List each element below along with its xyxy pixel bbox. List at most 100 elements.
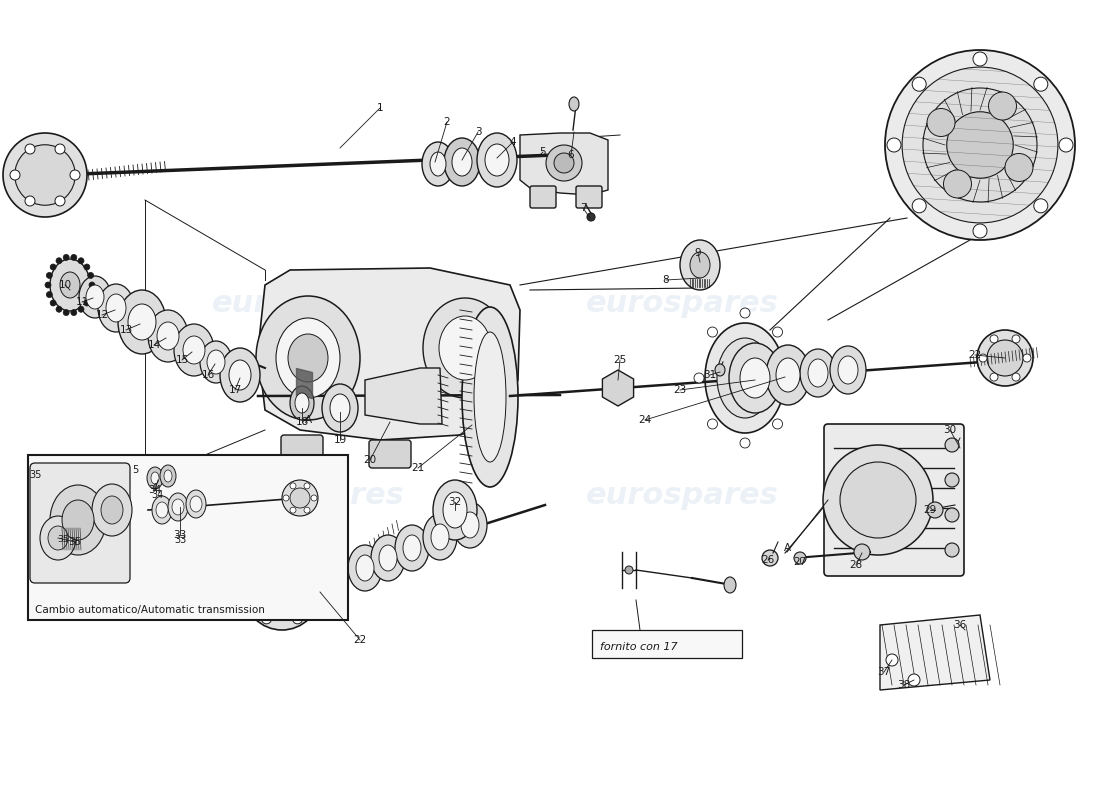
Ellipse shape <box>477 133 517 187</box>
Ellipse shape <box>422 142 454 186</box>
Text: 14: 14 <box>147 340 161 350</box>
Text: 25: 25 <box>614 355 627 365</box>
Ellipse shape <box>886 50 1075 240</box>
Text: Cambio automatico/Automatic transmission: Cambio automatico/Automatic transmission <box>35 605 265 615</box>
Ellipse shape <box>433 480 477 540</box>
Ellipse shape <box>50 485 106 555</box>
Ellipse shape <box>927 109 955 137</box>
Ellipse shape <box>288 334 328 382</box>
Text: 22: 22 <box>968 350 981 360</box>
Ellipse shape <box>229 360 251 390</box>
Text: 10: 10 <box>58 280 72 290</box>
Ellipse shape <box>717 338 773 418</box>
Ellipse shape <box>295 393 309 413</box>
Text: 8: 8 <box>662 275 669 285</box>
Ellipse shape <box>200 341 232 383</box>
Ellipse shape <box>88 291 94 298</box>
Ellipse shape <box>25 196 35 206</box>
FancyBboxPatch shape <box>368 440 411 468</box>
Ellipse shape <box>282 480 318 516</box>
Ellipse shape <box>461 512 478 538</box>
Ellipse shape <box>740 308 750 318</box>
Ellipse shape <box>1034 77 1048 91</box>
Ellipse shape <box>293 560 303 570</box>
Text: 29: 29 <box>923 505 936 515</box>
Ellipse shape <box>156 502 168 518</box>
Ellipse shape <box>945 438 959 452</box>
Ellipse shape <box>945 543 959 557</box>
Ellipse shape <box>838 356 858 384</box>
Ellipse shape <box>1023 354 1031 362</box>
Ellipse shape <box>183 336 205 364</box>
Ellipse shape <box>70 170 80 180</box>
Ellipse shape <box>70 310 77 315</box>
Ellipse shape <box>10 170 20 180</box>
Ellipse shape <box>485 144 509 176</box>
Ellipse shape <box>256 296 360 420</box>
Ellipse shape <box>207 350 226 374</box>
Ellipse shape <box>304 507 310 513</box>
Ellipse shape <box>172 499 184 515</box>
Ellipse shape <box>62 500 94 540</box>
Ellipse shape <box>128 304 156 340</box>
Ellipse shape <box>944 170 971 198</box>
Text: 1: 1 <box>376 103 383 113</box>
Ellipse shape <box>886 654 898 666</box>
Text: 31: 31 <box>703 370 716 380</box>
Ellipse shape <box>546 145 582 181</box>
Text: 2: 2 <box>443 117 450 127</box>
Ellipse shape <box>724 577 736 593</box>
Text: 3: 3 <box>475 127 482 137</box>
Ellipse shape <box>101 496 123 524</box>
Ellipse shape <box>283 495 289 501</box>
Ellipse shape <box>444 138 480 186</box>
Ellipse shape <box>989 92 1016 120</box>
Text: 21: 21 <box>411 463 425 473</box>
Ellipse shape <box>106 294 127 322</box>
Ellipse shape <box>186 490 206 518</box>
Ellipse shape <box>453 502 487 548</box>
Ellipse shape <box>379 545 397 571</box>
Ellipse shape <box>424 514 456 560</box>
Ellipse shape <box>330 394 350 422</box>
Ellipse shape <box>84 300 90 306</box>
Text: 30: 30 <box>944 425 957 435</box>
Ellipse shape <box>51 264 56 270</box>
Ellipse shape <box>908 674 920 686</box>
Ellipse shape <box>990 335 998 343</box>
Ellipse shape <box>979 354 987 362</box>
Text: 13: 13 <box>120 325 133 335</box>
Ellipse shape <box>151 472 160 484</box>
Ellipse shape <box>89 282 95 288</box>
Ellipse shape <box>45 282 51 288</box>
Ellipse shape <box>157 322 179 350</box>
Ellipse shape <box>262 560 272 570</box>
Ellipse shape <box>3 133 87 217</box>
Ellipse shape <box>403 535 421 561</box>
Ellipse shape <box>569 97 579 111</box>
Ellipse shape <box>912 77 926 91</box>
Ellipse shape <box>148 310 188 362</box>
Text: A: A <box>783 543 791 553</box>
Text: 19: 19 <box>333 435 346 445</box>
Ellipse shape <box>786 373 796 383</box>
Ellipse shape <box>830 346 866 394</box>
Ellipse shape <box>348 545 382 591</box>
Text: 35: 35 <box>29 470 41 480</box>
Ellipse shape <box>86 285 104 309</box>
Text: 27: 27 <box>793 557 806 567</box>
Text: 33: 33 <box>174 535 186 545</box>
Ellipse shape <box>50 259 90 311</box>
Ellipse shape <box>1005 154 1033 182</box>
Ellipse shape <box>945 473 959 487</box>
Ellipse shape <box>220 348 260 402</box>
Ellipse shape <box>168 493 188 521</box>
Ellipse shape <box>55 144 65 154</box>
Ellipse shape <box>823 445 933 555</box>
Ellipse shape <box>430 152 446 176</box>
Polygon shape <box>365 368 442 424</box>
Ellipse shape <box>690 252 710 278</box>
Ellipse shape <box>164 470 172 482</box>
Ellipse shape <box>48 526 68 550</box>
Ellipse shape <box>98 284 134 332</box>
